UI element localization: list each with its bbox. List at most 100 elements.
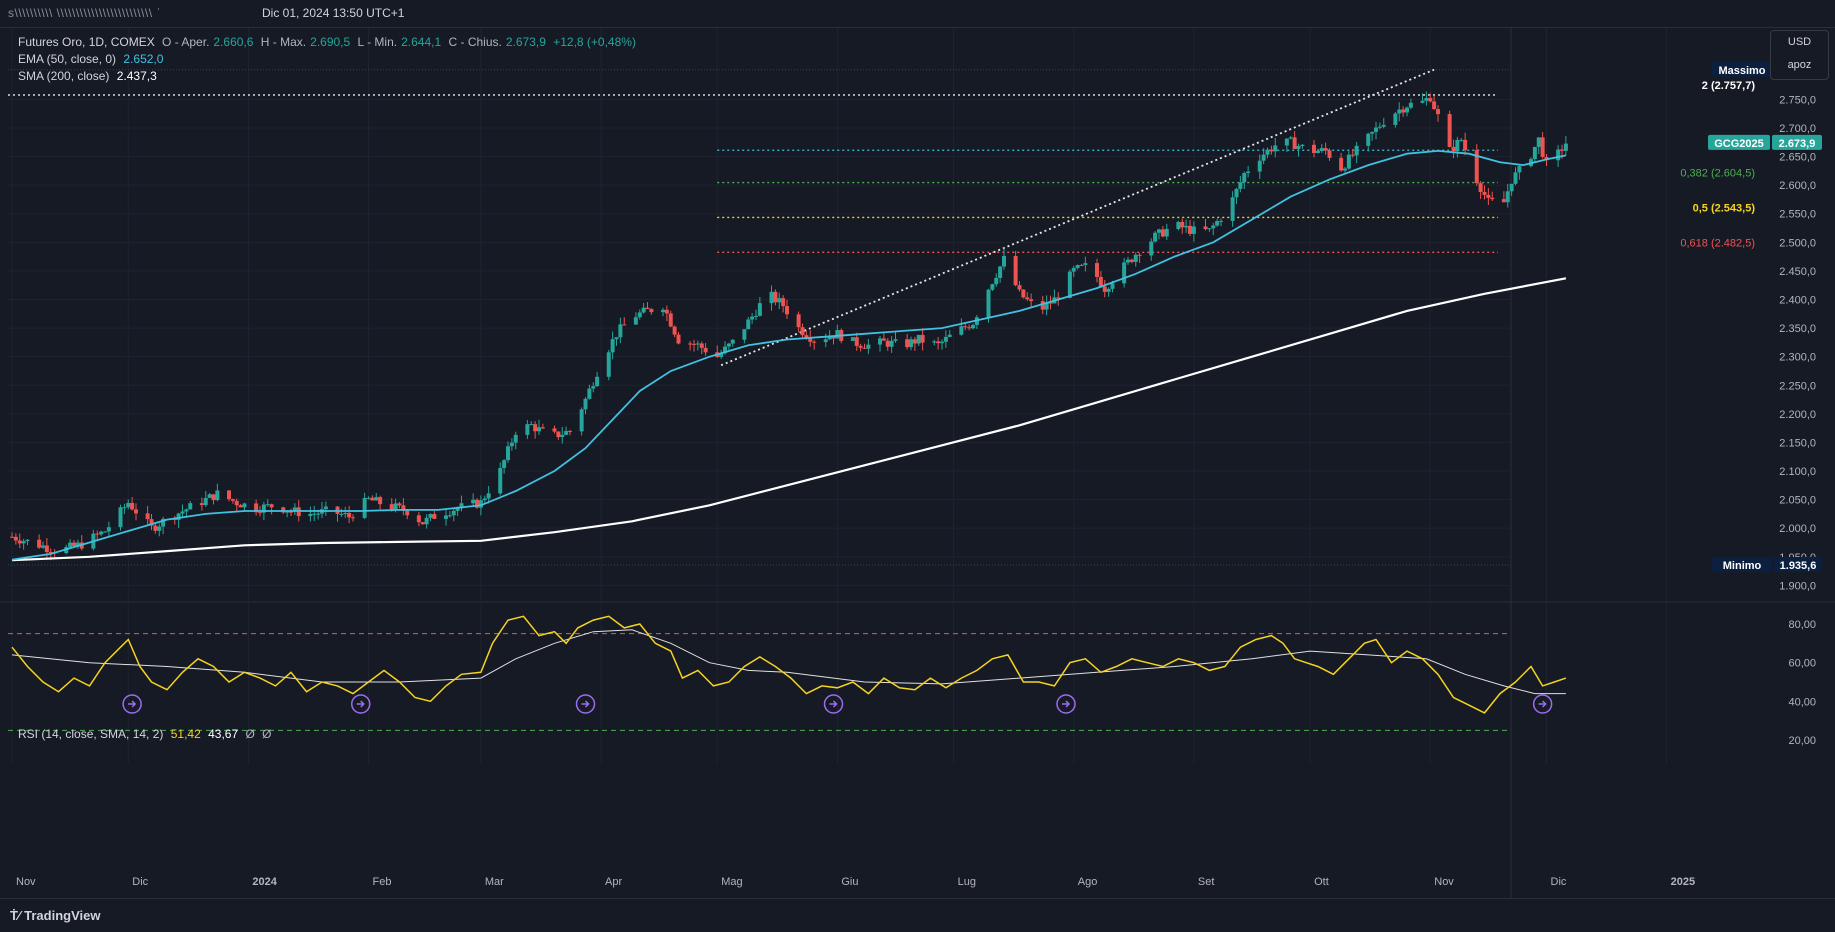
candle-body [215,490,220,501]
candle-body [595,376,600,387]
candle-body [122,507,127,509]
candle-body [1343,168,1347,171]
candle-body [719,353,724,358]
candle-body [1265,149,1270,155]
candle-body [827,336,832,340]
candle-body [1327,150,1332,158]
candle-body [1436,109,1440,115]
rsi-tick-label: 20,00 [1788,735,1816,747]
low-value: 2.644,1 [401,35,442,49]
candle-body [378,497,383,505]
candle-body [72,542,76,546]
candle-body [672,326,677,335]
candle-body [1219,220,1223,222]
time-tick-label: Giu [841,876,858,888]
footer: Ṫ∕ TradingView [0,898,1835,932]
candle-body [1377,126,1382,128]
candle-body [1002,255,1006,267]
candle-body [1432,101,1437,110]
candle-body [1176,221,1181,229]
candle-body [525,424,530,435]
close-value: 2.673,9 [505,35,546,49]
candle-body [633,317,638,325]
currency-selector[interactable]: USD apoz [1770,30,1829,80]
fib-label-0,618: 0,618 (2.482,5) [1680,237,1755,249]
price-tick-label: 2.300,0 [1779,352,1816,364]
candle-body [126,502,131,508]
candle-body [420,522,425,525]
candle-body [238,505,243,508]
time-tick-label: Dic [132,876,148,888]
candle-body [552,428,557,432]
candle-body [227,490,231,500]
candle-body [1071,267,1076,272]
candle-body [781,298,786,307]
candle-body [424,517,429,525]
tradingview-logo-text: TradingView [24,908,101,923]
candle-body [161,518,166,527]
candle-body [529,424,534,426]
candle-body [1536,137,1541,147]
price-tick-label: 2.350,0 [1779,323,1816,335]
candle-body [641,307,646,313]
price-tick-label: 1.900,0 [1779,580,1816,592]
candle-body [106,527,111,532]
candle-body [556,431,561,438]
candle-body [1257,160,1262,172]
candle-body [1381,124,1386,127]
candle-body [432,514,437,519]
candle-body [533,424,538,432]
candle-body [1505,191,1510,203]
candle-body [854,337,859,346]
timestamp: Dic 01, 2024 13:50 UTC+1 [262,6,405,20]
candle-body [994,277,999,285]
rsi-legend: RSI (14, close, SMA, 14, 2) 51,42 43,67 … [18,727,276,741]
event-marker-arrow [1538,700,1547,708]
candle-body [1242,173,1247,183]
candle-body [1288,137,1293,139]
candle-body [1509,183,1514,192]
candle-body [285,511,290,513]
ema50-line [11,149,1567,561]
candle-body [1501,199,1506,203]
candle-body [254,503,259,513]
price-tick-label: 2.400,0 [1779,294,1816,306]
candle-body [1424,98,1429,101]
candle-body [1513,172,1518,184]
candle-body [622,324,627,326]
candle-body [1556,149,1561,161]
candle-body [664,309,669,314]
event-marker-arrow [128,700,137,708]
ema-legend: EMA (50, close, 0) 2.652,0 [18,52,167,66]
candle-body [1532,146,1537,160]
scale-mode[interactable]: apoz [1787,59,1812,71]
candle-body [1203,226,1208,230]
candle-body [1025,297,1030,300]
candle-body [17,540,22,544]
candle-body [153,525,158,531]
sma-value: 2.437,3 [116,69,157,83]
candle-body [1420,100,1425,103]
candle-body [44,545,49,553]
event-marker-arrow [581,700,590,708]
candle-body [48,552,53,554]
candle-body [1366,133,1371,146]
price-tick-label: 2.700,0 [1779,123,1816,135]
candle-body [881,338,886,341]
tradingview-logo[interactable]: Ṫ∕ TradingView [10,899,100,932]
candle-body [889,340,894,347]
candle-body [916,334,921,344]
rsi-tick-label: 40,00 [1788,696,1816,708]
candle-body [835,330,840,339]
candle-body [692,343,696,345]
candle-body [862,347,867,349]
time-tick-label: Lug [958,876,976,888]
candle-body [1354,145,1359,156]
candle-body [723,346,727,354]
candle-body [1075,265,1080,268]
candle-body [932,341,937,343]
currency-unit[interactable]: USD [1787,36,1812,48]
candle-body [10,536,14,538]
candle-body [242,503,247,508]
